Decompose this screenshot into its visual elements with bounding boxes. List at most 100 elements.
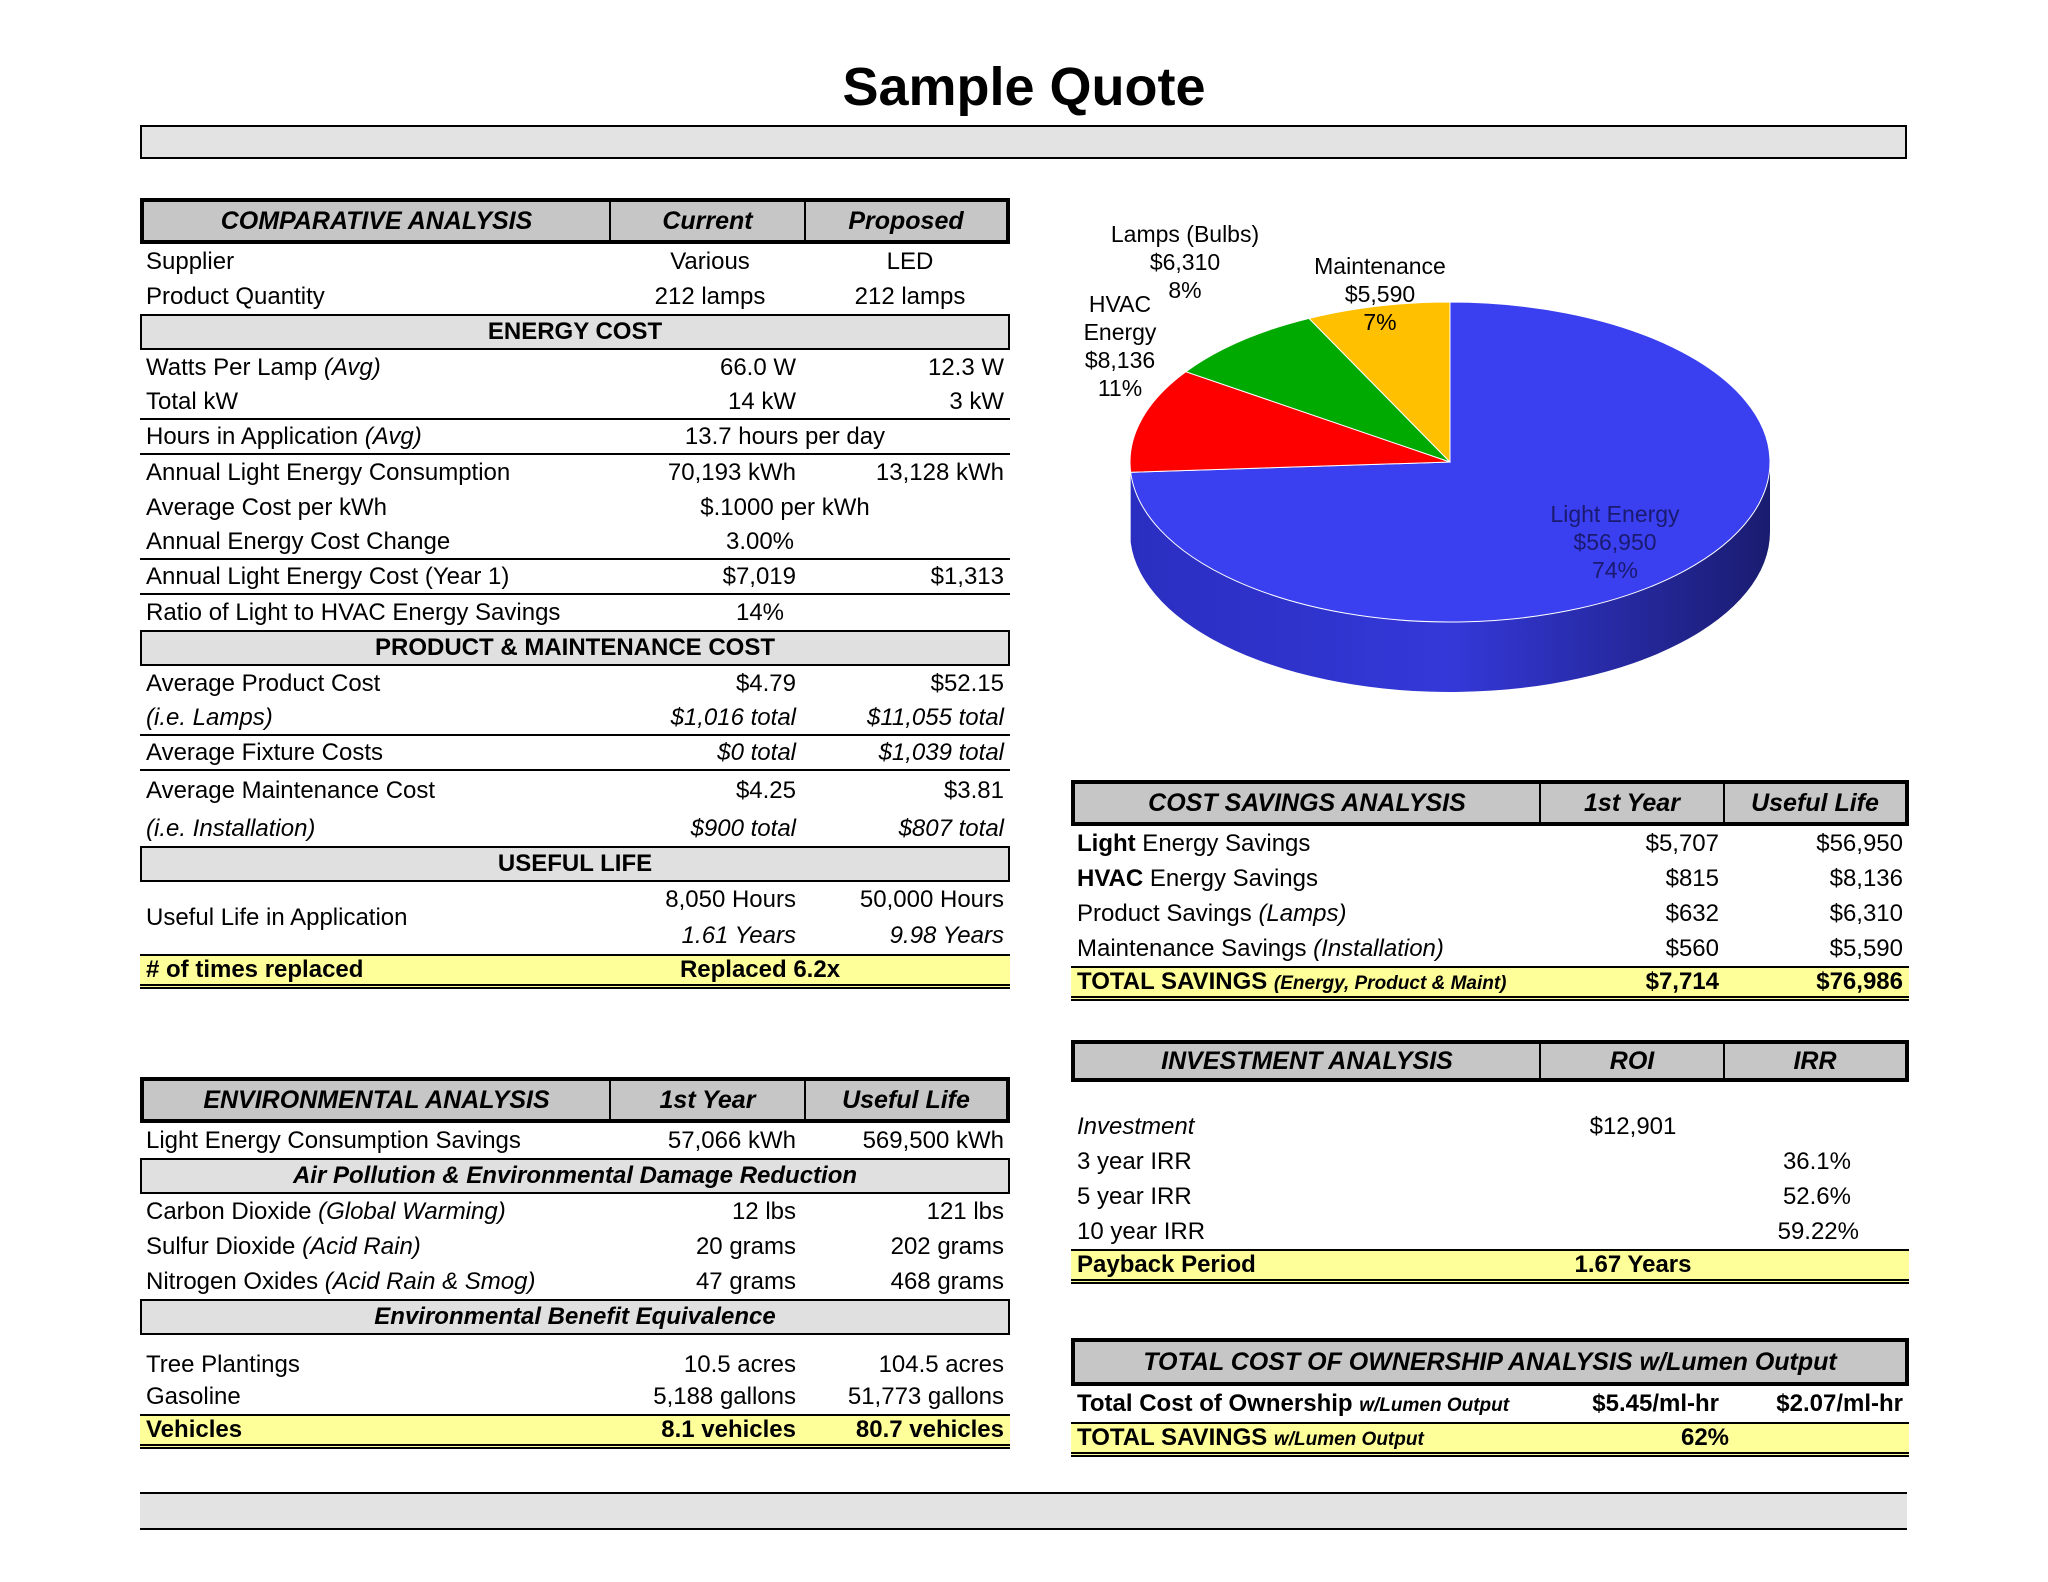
useful-life-value: $76,986 bbox=[1816, 968, 1903, 995]
row-label: TOTAL SAVINGS (Energy, Product & Maint) bbox=[1071, 968, 1541, 996]
pie-slice-lamps-bulbs bbox=[1184, 317, 1451, 463]
label-bold: HVAC bbox=[1077, 864, 1144, 892]
ratio-row: Ratio of Light to HVAC Energy Savings 14… bbox=[140, 595, 1010, 630]
replaced-value: Replaced 6.2x bbox=[679, 956, 841, 983]
co2-row: Carbon Dioxide (Global Warming) 12 lbs 1… bbox=[140, 1194, 1010, 1229]
hvac-savings-row: HVAC Energy Savings $815 $8,136 bbox=[1071, 861, 1909, 896]
pie-side-light-energy bbox=[1130, 462, 1770, 693]
total-kw-row: Total kW 14 kW 3 kW bbox=[140, 385, 1010, 420]
row-label: Light Energy Savings bbox=[1071, 830, 1541, 858]
energy-savings-row: Light Energy Consumption Savings 57,066 … bbox=[140, 1123, 1010, 1158]
shared-value: 3.00% bbox=[725, 527, 795, 555]
current-value: $0 total bbox=[717, 738, 796, 766]
comparative-title: COMPARATIVE ANALYSIS bbox=[144, 202, 611, 240]
proposed-value: $11,055 total bbox=[866, 703, 1004, 731]
current-value: 70,193 kWh bbox=[667, 458, 796, 486]
proposed-value: 12.3 W bbox=[927, 353, 1004, 381]
current-value: $7,019 bbox=[722, 562, 796, 590]
first-year-value: $7,714 bbox=[1645, 968, 1719, 995]
tco-total-row: Total Cost of Ownership w/Lumen Output $… bbox=[1071, 1386, 1909, 1422]
investment-header: INVESTMENT ANALYSIS ROI IRR bbox=[1071, 1040, 1909, 1082]
row-label: Watts Per Lamp (Avg) bbox=[140, 354, 602, 382]
supplier-row: Supplier Various LED bbox=[140, 244, 1010, 279]
current-value: 66.0 W bbox=[719, 353, 796, 381]
row-label: Annual Light Energy Consumption bbox=[146, 458, 511, 486]
useful-life-section: USEFUL LIFE bbox=[140, 846, 1010, 882]
current-value: $1,016 total bbox=[670, 703, 796, 731]
environmental-title: ENVIRONMENTAL ANALYSIS bbox=[144, 1081, 611, 1119]
row-label: Average Fixture Costs bbox=[146, 738, 383, 766]
quantity-row: Product Quantity 212 lamps 212 lamps bbox=[140, 279, 1010, 314]
label-text: Product Savings bbox=[1077, 899, 1259, 927]
vehicles-row: Vehicles 8.1 vehicles 80.7 vehicles bbox=[140, 1414, 1010, 1449]
total-savings-row: TOTAL SAVINGS (Energy, Product & Maint) … bbox=[1071, 966, 1909, 1001]
maintenance-savings-row: Maintenance Savings (Installation) $560 … bbox=[1071, 931, 1909, 966]
current-value: 212 lamps bbox=[654, 282, 766, 310]
shared-value: 13.7 hours per day bbox=[684, 422, 886, 450]
row-label: Gasoline bbox=[146, 1382, 241, 1410]
pie-label-maintenance: Maintenance $5,590 7% bbox=[1314, 253, 1446, 335]
benefit-equivalence-section: Environmental Benefit Equivalence bbox=[140, 1299, 1010, 1335]
maintenance-row: Average Maintenance Cost $4.25 $3.81 bbox=[140, 771, 1010, 811]
first-year-value: 20 grams bbox=[695, 1232, 796, 1260]
proposed-value: 13,128 kWh bbox=[875, 458, 1004, 486]
cost-savings-title: COST SAVINGS ANALYSIS bbox=[1075, 784, 1541, 822]
top-banner bbox=[140, 125, 1907, 159]
useful-life-value: 80.7 vehicles bbox=[855, 1416, 1004, 1443]
first-year-value: 47 grams bbox=[695, 1267, 796, 1295]
first-year-value: $815 bbox=[1665, 864, 1719, 892]
label-bold: Total Cost of Ownership bbox=[1077, 1390, 1360, 1417]
row-label: Total Cost of Ownership w/Lumen Output bbox=[1071, 1390, 1541, 1418]
row-label: 10 year IRR bbox=[1077, 1217, 1206, 1245]
first-year-value: $632 bbox=[1665, 899, 1719, 927]
tco-savings-value: 62% bbox=[1680, 1424, 1730, 1451]
label-text: Carbon Dioxide bbox=[146, 1197, 312, 1225]
row-label: Light Energy Consumption Savings bbox=[146, 1126, 521, 1154]
section-title: ENERGY COST bbox=[487, 318, 663, 345]
useful-life-value: $6,310 bbox=[1829, 899, 1903, 927]
gasoline-row: Gasoline 5,188 gallons 51,773 gallons bbox=[140, 1379, 1010, 1414]
tco-header: TOTAL COST OF OWNERSHIP ANALYSIS w/Lumen… bbox=[1071, 1338, 1909, 1386]
label-text: TOTAL SAVINGS bbox=[1077, 1424, 1274, 1451]
product-savings-row: Product Savings (Lamps) $632 $6,310 bbox=[1071, 896, 1909, 931]
row-label: Sulfur Dioxide (Acid Rain) bbox=[140, 1233, 602, 1261]
useful-life-value: $8,136 bbox=[1829, 864, 1903, 892]
proposed-col-header: Proposed bbox=[848, 206, 964, 235]
trees-row: Tree Plantings 10.5 acres 104.5 acres bbox=[140, 1335, 1010, 1379]
useful-life-value: 51,773 gallons bbox=[847, 1382, 1004, 1410]
payback-value: 1.67 Years bbox=[1574, 1251, 1692, 1278]
label-note: (Acid Rain & Smog) bbox=[324, 1267, 536, 1295]
tco-title: TOTAL COST OF OWNERSHIP ANALYSIS w/Lumen… bbox=[1143, 1347, 1837, 1376]
useful-life-col-header: Useful Life bbox=[842, 1085, 970, 1114]
label-text: TOTAL SAVINGS bbox=[1077, 968, 1274, 995]
cost-breakdown-pie-chart: Light Energy $56,950 74% HVAC Energy $8,136 11… bbox=[1084, 221, 1771, 693]
current-hours: 8,050 Hours bbox=[665, 886, 796, 913]
label-text: Nitrogen Oxides bbox=[146, 1267, 319, 1295]
row-label: Average Maintenance Cost bbox=[146, 777, 436, 804]
row-label: Ratio of Light to HVAC Energy Savings bbox=[146, 598, 561, 626]
label-note: (Avg) bbox=[364, 422, 422, 450]
light-savings-row: Light Energy Savings $5,707 $56,950 bbox=[1071, 826, 1909, 861]
irr-10-row: 10 year IRR 59.22% bbox=[1071, 1214, 1909, 1249]
first-year-value: 8.1 vehicles bbox=[661, 1416, 796, 1443]
times-replaced-row: # of times replaced Replaced 6.2x bbox=[140, 954, 1010, 989]
row-label: Nitrogen Oxides (Acid Rain & Smog) bbox=[140, 1268, 602, 1296]
first-year-col-header: 1st Year bbox=[611, 1081, 806, 1119]
proposed-value: LED bbox=[886, 247, 934, 275]
row-label: (i.e. Lamps) bbox=[146, 703, 273, 731]
first-year-value: $560 bbox=[1665, 934, 1719, 962]
proposed-value: 212 lamps bbox=[854, 282, 966, 310]
row-label: Payback Period bbox=[1077, 1251, 1256, 1278]
fixture-row: Average Fixture Costs $0 total $1,039 to… bbox=[140, 736, 1010, 771]
row-label: Average Cost per kWh bbox=[146, 493, 387, 521]
label-note: w/Lumen Output bbox=[1359, 1395, 1510, 1416]
label-text: Energy Savings bbox=[1143, 864, 1318, 892]
row-label: Investment bbox=[1077, 1112, 1195, 1140]
section-title: Environmental Benefit Equivalence bbox=[374, 1303, 776, 1330]
shared-value: $.1000 per kWh bbox=[700, 493, 870, 521]
label-note: (Global Warming) bbox=[318, 1197, 506, 1225]
proposed-value: $1,313 bbox=[930, 562, 1004, 590]
irr-col-header: IRR bbox=[1793, 1046, 1837, 1075]
cost-savings-header: COST SAVINGS ANALYSIS 1st Year Useful Li… bbox=[1071, 780, 1909, 826]
useful-life-value: 202 grams bbox=[890, 1232, 1004, 1260]
